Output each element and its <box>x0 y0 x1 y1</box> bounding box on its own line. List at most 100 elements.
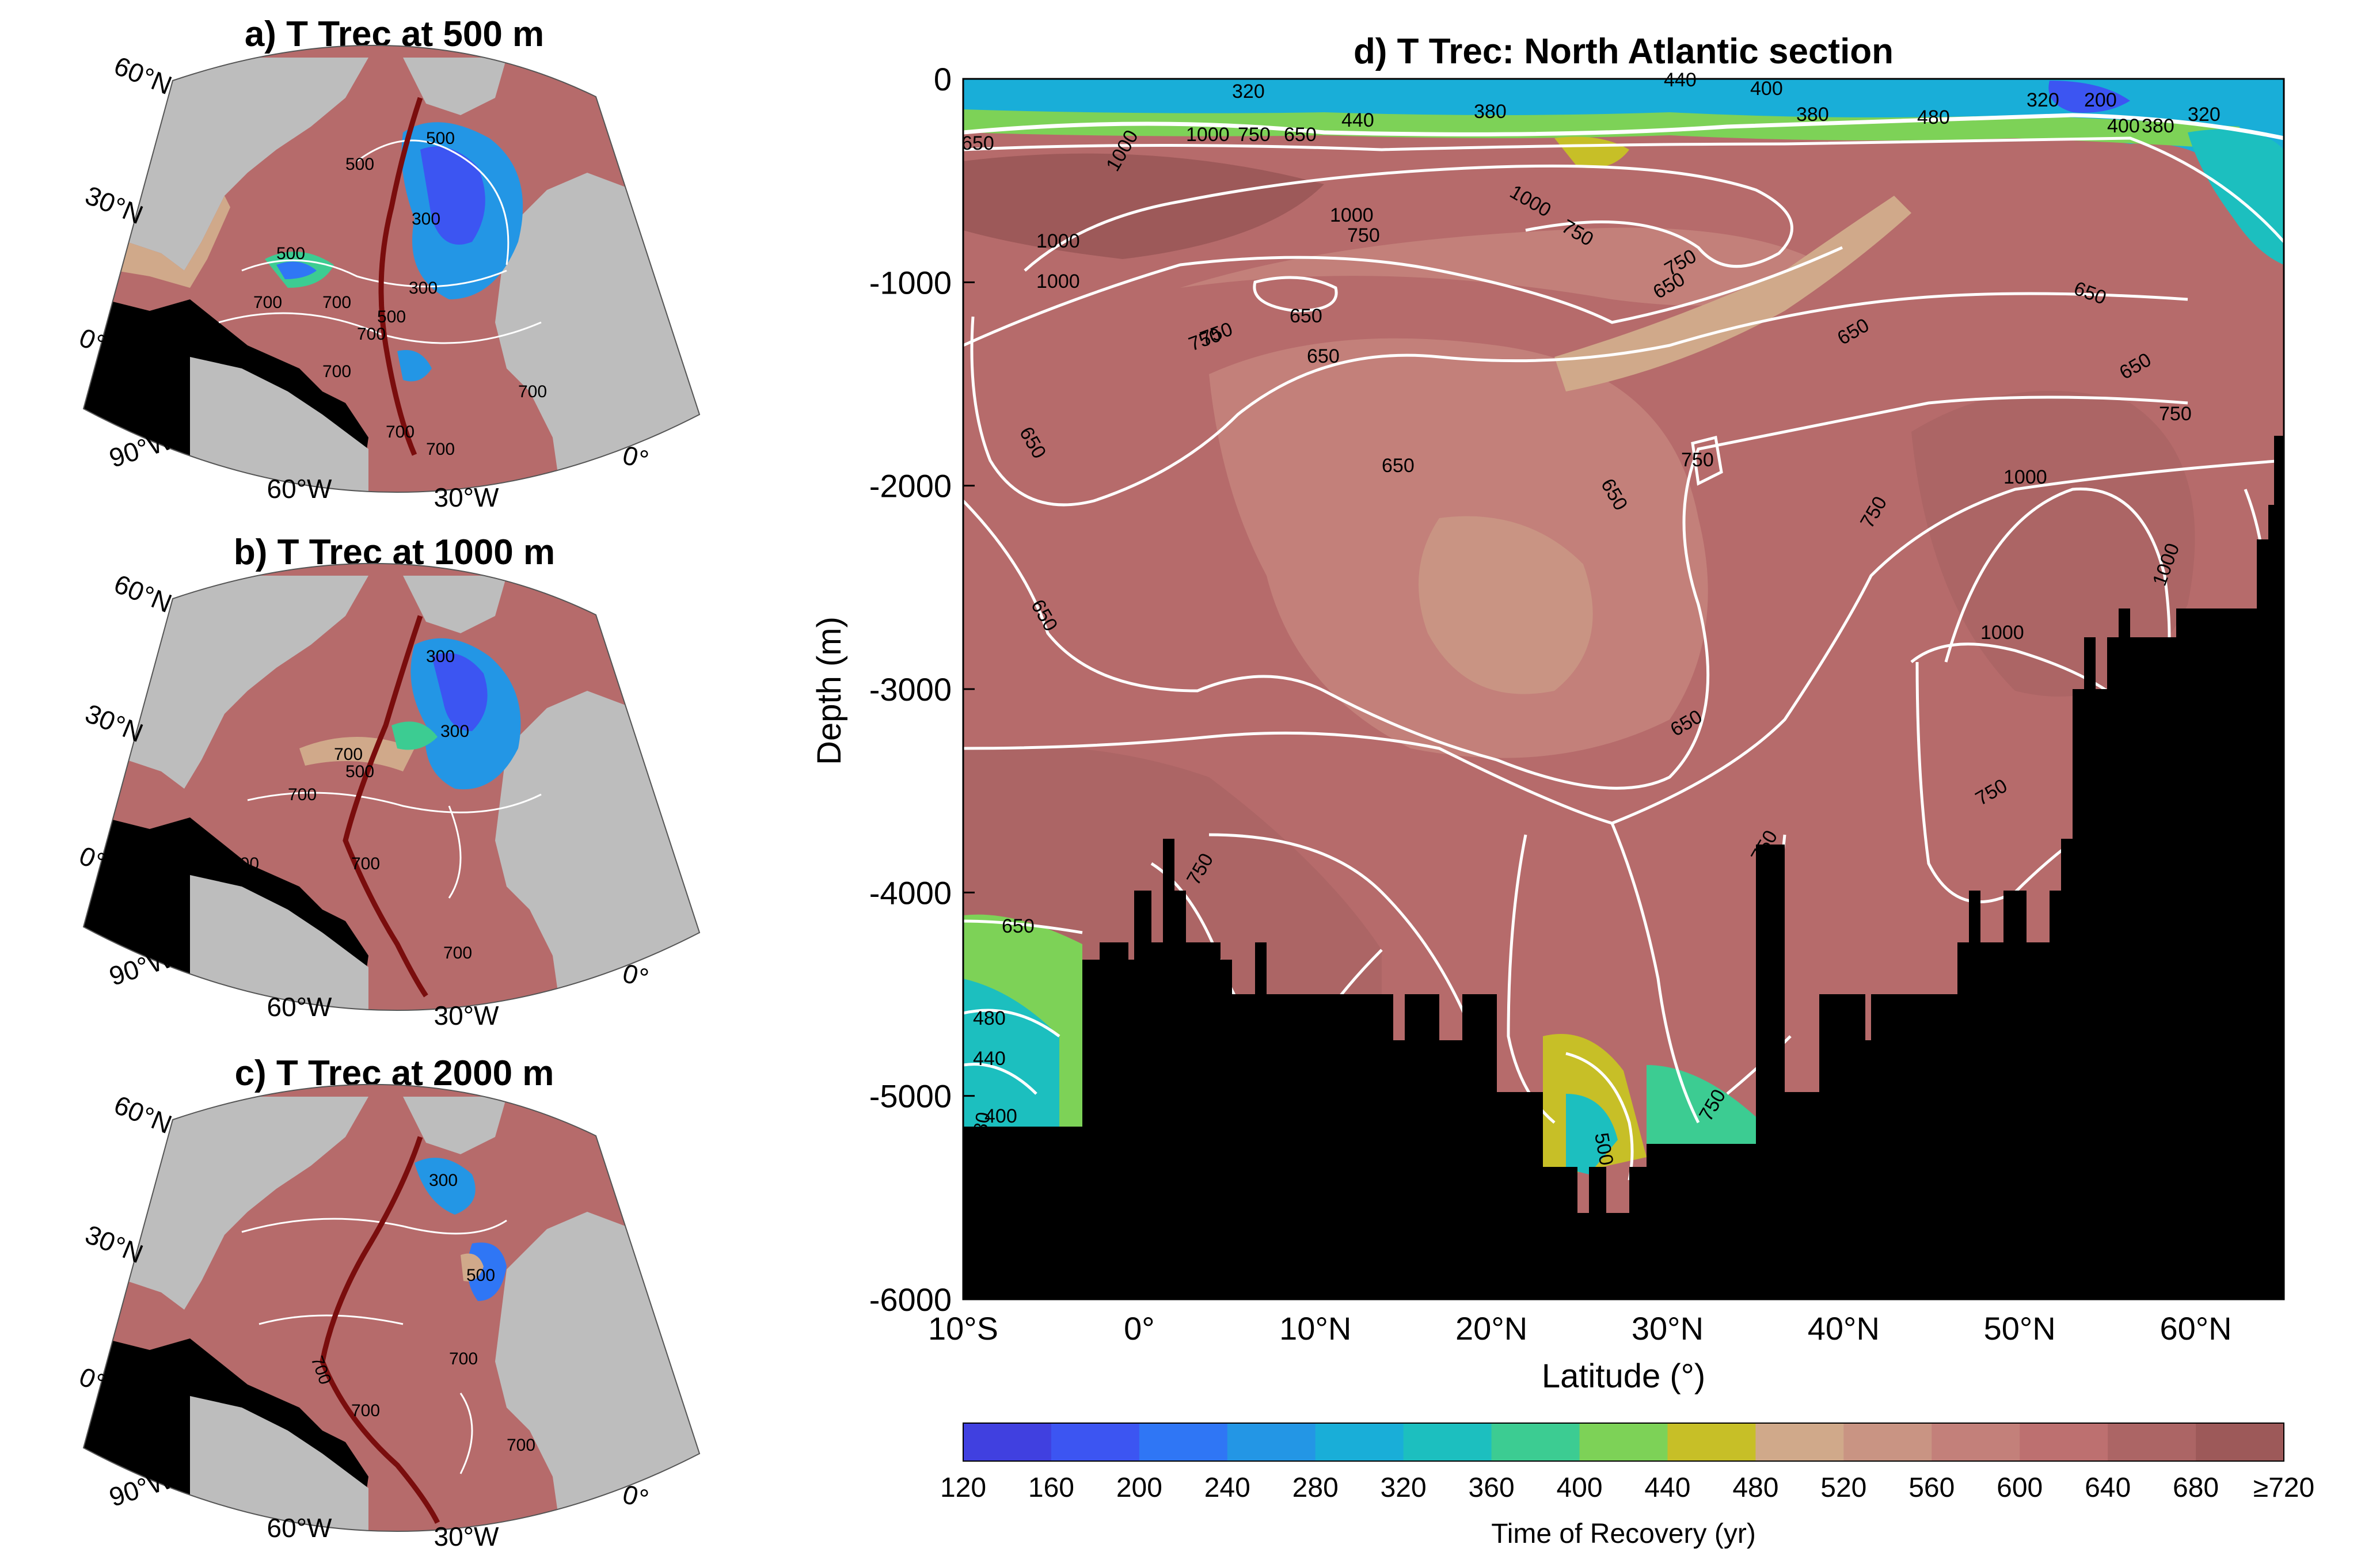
colorbar-tick-label: 600 <box>1997 1473 2043 1503</box>
x-tick-label: 60°N <box>2160 1310 2232 1347</box>
map-a-low-patch-5 <box>397 350 432 382</box>
contour-line <box>963 459 2284 825</box>
map-b-lon-label: 60°W <box>267 992 333 1022</box>
colorbar-tick-label: 520 <box>1820 1473 1866 1503</box>
map-b-low-patch-2 <box>432 653 488 731</box>
section-contour-label: 440 <box>1341 109 1374 131</box>
map-b-contour-label: 700 <box>288 785 317 804</box>
colorbar-swatch <box>2196 1423 2284 1461</box>
x-tick-label: 50°N <box>1984 1310 2056 1347</box>
x-tick-label: 0° <box>1124 1310 1155 1347</box>
map-b-contour-label: 700 <box>443 944 472 963</box>
map-a-contour-1 <box>241 259 507 288</box>
section-y-axis: 0 -1000 -2000 -3000 -4000 -5000 -6000 <box>869 61 975 1318</box>
contour-line <box>1944 487 2171 692</box>
section-diagonal-band <box>1554 196 1911 391</box>
map-a-contour-label: 300 <box>412 210 440 229</box>
section-contour-label: 650 <box>1307 345 1340 367</box>
section-contour-label: 650 <box>961 132 994 154</box>
contour-line <box>963 246 1843 347</box>
colorbar-swatch <box>1403 1423 1492 1461</box>
map-b-contour-label: 300 <box>426 647 455 666</box>
colorbar-swatch <box>1843 1423 1932 1461</box>
section-contour-label: 400 <box>1750 78 1783 100</box>
contour-line <box>1024 164 1793 272</box>
colorbar-tick-label: 120 <box>940 1473 986 1503</box>
contour-line <box>970 292 2188 507</box>
contour-line <box>1910 642 2108 693</box>
map-c-lat-label: 30°N <box>81 1219 147 1269</box>
section-contour-label: 480 <box>1917 107 1950 128</box>
x-tick-label: 10°S <box>928 1310 998 1347</box>
map-a-contour-label: 700 <box>322 293 351 312</box>
map-c-contour-2 <box>258 1314 404 1325</box>
map-c-contour-1 <box>241 1218 507 1235</box>
map-c-lon-label: 60°W <box>267 1513 333 1543</box>
colorbar: 120 160 200 240 280 320 360 400 440 480 520 560 600 6… <box>940 1423 2314 1503</box>
map-b-contour-label: 500 <box>345 762 374 781</box>
colorbar-tick-label: 240 <box>1204 1473 1250 1503</box>
map-panel-a: a) T Trec at 500 m 500 500 300 500 300 7… <box>75 14 701 512</box>
section-contour-label: 1000 <box>1036 230 1080 252</box>
contour-line <box>1610 823 1700 1124</box>
map-a-contour-label: 300 <box>409 279 438 298</box>
map-b-body <box>83 563 699 1011</box>
section-contour-label: 440 <box>973 1048 1006 1070</box>
section-contour-label: 400 <box>2107 115 2140 137</box>
colorbar-label: Time of Recovery (yr) <box>1491 1519 1756 1549</box>
colorbar-swatch <box>1755 1423 1844 1461</box>
map-b-contour-2 <box>448 805 462 899</box>
map-a-contour-3 <box>356 139 510 265</box>
colorbar-tick-label: 320 <box>1381 1473 1427 1503</box>
colorbar-swatch <box>1051 1423 1140 1461</box>
map-b-coast-shelf <box>299 737 415 771</box>
colorbar-swatch <box>1491 1423 1580 1461</box>
map-a-low-patch-4 <box>276 261 317 279</box>
map-b-low-patch-3 <box>391 721 438 750</box>
colorbar-tick-label: 560 <box>1908 1473 1955 1503</box>
section-contour-label: 320 <box>2027 89 2059 111</box>
section-contour-label: 320 <box>1232 81 1265 102</box>
colorbar-swatch <box>1932 1423 2020 1461</box>
section-light-core <box>1419 516 1593 694</box>
colorbar-tick-label: 360 <box>1469 1473 1515 1503</box>
section-panel-d: d) T Trec: North Atlantic section <box>811 32 2314 1549</box>
section-contour-label: 750 <box>1347 225 1380 246</box>
section-contour-label: 650 <box>1284 124 1317 146</box>
colorbar-swatch <box>1579 1423 1668 1461</box>
map-b-contour-1 <box>247 792 542 813</box>
map-b-contour-label: 700 <box>230 854 259 873</box>
colorbar-swatch <box>2108 1423 2196 1461</box>
map-a-contour-2 <box>218 312 542 344</box>
map-a-contour-label: 500 <box>345 155 374 174</box>
map-b-lat-label: 60°N <box>110 569 176 619</box>
seafloor <box>963 436 2284 1299</box>
section-contour-label: 400 <box>984 1105 1017 1127</box>
section-contour-label: 650 <box>1382 455 1415 477</box>
y-tick-label: -3000 <box>869 671 952 708</box>
map-panel-b: b) T Trec at 1000 m 300 700 500 300 700 … <box>75 533 701 1030</box>
section-contour-label: 750 <box>1681 449 1714 471</box>
map-a-contour-label: 700 <box>322 362 351 381</box>
colorbar-tick-label: 280 <box>1292 1473 1339 1503</box>
map-c-contour-label: 700 <box>507 1436 535 1455</box>
map-a-contour-label: 500 <box>377 307 406 326</box>
section-contour-label: 750 <box>1238 124 1271 146</box>
map-b-land-greenland <box>403 576 507 633</box>
y-tick-label: -4000 <box>869 874 952 911</box>
map-c-contour-label: 500 <box>466 1266 495 1285</box>
section-contour-label: 380 <box>2142 115 2174 137</box>
section-contour-label: 650 <box>1002 915 1035 937</box>
contour-line <box>1208 833 1476 1037</box>
y-tick-label: -6000 <box>869 1281 952 1318</box>
contour-line <box>963 1009 1060 1038</box>
section-contour-label: 650 <box>1290 305 1322 327</box>
map-a-contour-label: 700 <box>386 423 415 442</box>
map-a-frame <box>82 44 701 493</box>
colorbar-swatch <box>1315 1423 1404 1461</box>
map-a-contour-label: 700 <box>253 293 282 312</box>
map-b-frame <box>82 562 701 1011</box>
contour-line <box>1565 1052 1634 1181</box>
section-field <box>963 79 2284 1299</box>
